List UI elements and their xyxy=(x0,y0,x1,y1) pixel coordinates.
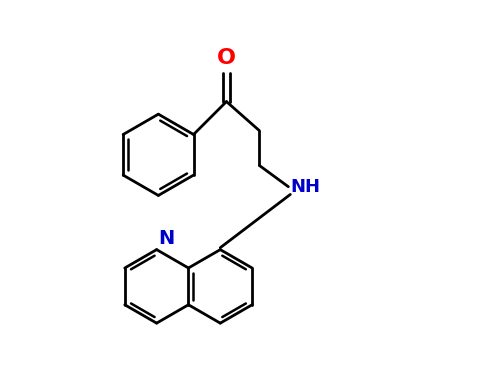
Text: O: O xyxy=(217,48,236,68)
Text: N: N xyxy=(159,229,175,248)
Text: NH: NH xyxy=(290,178,320,196)
